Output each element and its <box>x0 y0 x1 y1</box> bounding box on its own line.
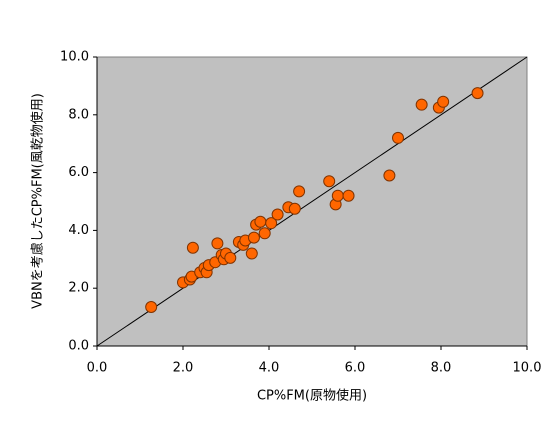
point <box>254 215 267 228</box>
x-axis-label: CP%FM(原物使用) <box>257 388 367 404</box>
point <box>271 208 284 221</box>
point <box>437 95 450 108</box>
x-tick-label: 4.0 <box>259 361 280 376</box>
point <box>392 131 404 144</box>
x-tick-label: 10.0 <box>513 361 542 376</box>
point <box>293 185 306 198</box>
point <box>471 87 484 100</box>
point <box>224 251 237 264</box>
y-tick-label: 10.0 <box>60 50 89 65</box>
point <box>258 227 271 240</box>
y-tick-label: 6.0 <box>68 165 89 180</box>
point <box>265 217 278 230</box>
y-tick-label: 0.0 <box>68 339 89 354</box>
x-tick-label: 2.0 <box>173 361 194 376</box>
point <box>211 237 224 250</box>
x-tick-label: 6.0 <box>345 361 366 376</box>
point <box>247 231 260 244</box>
point <box>288 202 301 215</box>
y-tick-label: 4.0 <box>68 223 89 238</box>
x-tick-label: 8.0 <box>431 361 452 376</box>
point <box>145 300 158 313</box>
point <box>342 189 355 202</box>
y-tick-label: 2.0 <box>68 281 89 296</box>
point <box>323 175 336 188</box>
y-tick-label: 8.0 <box>68 107 89 122</box>
point <box>383 169 396 182</box>
y-axis-label: VBNを考慮したCP%FM(風乾物使用) <box>30 93 46 309</box>
x-tick-label: 0.0 <box>87 361 108 376</box>
point <box>415 98 428 111</box>
point <box>331 189 344 202</box>
reference-line <box>96 56 528 347</box>
point <box>245 247 258 260</box>
point <box>186 241 199 254</box>
